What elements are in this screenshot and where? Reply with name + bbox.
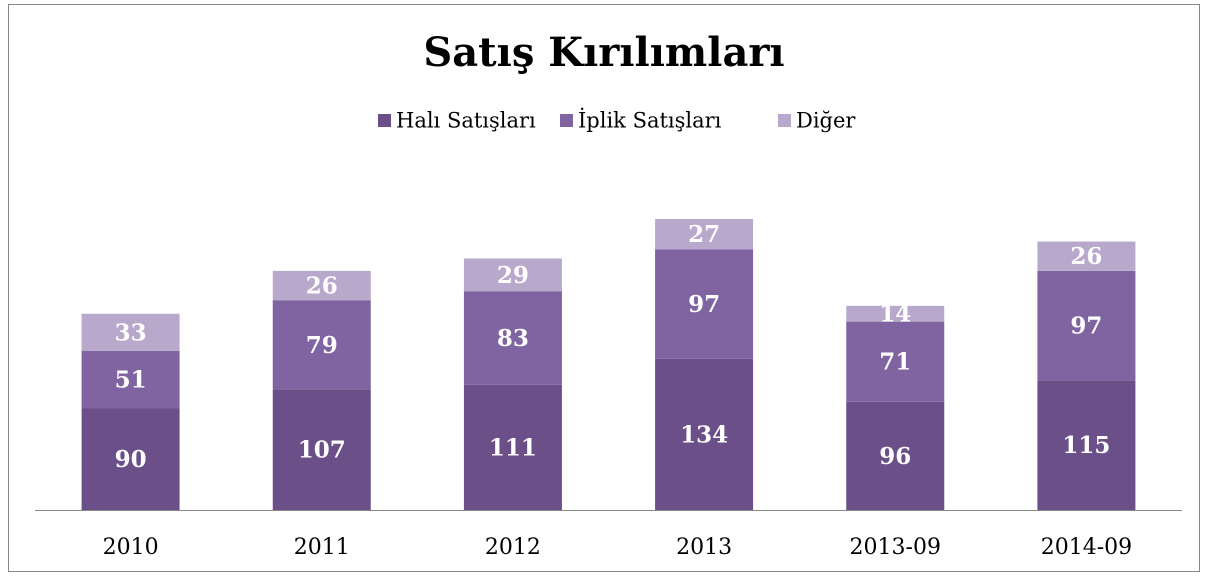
data-label: 26 bbox=[306, 273, 338, 300]
chart-border bbox=[8, 4, 1200, 572]
x-tick-label: 2011 bbox=[294, 535, 350, 560]
data-label: 107 bbox=[298, 437, 346, 464]
legend-swatch bbox=[560, 114, 573, 127]
data-label: 97 bbox=[688, 291, 720, 318]
bar-segment bbox=[272, 389, 371, 510]
bar-segment bbox=[846, 321, 945, 402]
data-label: 90 bbox=[115, 446, 147, 473]
x-tick-label: 2012 bbox=[485, 535, 541, 560]
data-label: 111 bbox=[489, 434, 537, 461]
x-tick-label: 2013 bbox=[676, 535, 732, 560]
bar-segment bbox=[463, 384, 562, 510]
x-tick-label: 2013-09 bbox=[850, 535, 941, 560]
bar-segment bbox=[81, 313, 180, 351]
data-label: 29 bbox=[497, 262, 529, 289]
data-label: 134 bbox=[680, 421, 728, 448]
data-label: 26 bbox=[1070, 243, 1102, 270]
data-label: 14 bbox=[879, 301, 911, 328]
legend-label: İplik Satışları bbox=[578, 109, 722, 133]
bar-segment bbox=[272, 270, 371, 301]
legend-label: Diğer bbox=[796, 109, 856, 133]
legend-swatch bbox=[778, 114, 791, 127]
data-label: 51 bbox=[115, 367, 147, 394]
x-tick-label: 2014-09 bbox=[1041, 535, 1132, 560]
data-label: 115 bbox=[1062, 432, 1110, 459]
bar-segment bbox=[463, 291, 562, 385]
chart-title: Satış Kırılımları bbox=[423, 29, 784, 76]
bar-segment bbox=[81, 408, 180, 510]
bar-segment bbox=[1037, 270, 1136, 381]
bar-segment bbox=[1037, 241, 1136, 271]
legend-label: Halı Satışları bbox=[396, 109, 536, 133]
bar-segment bbox=[655, 219, 754, 250]
legend-swatch bbox=[378, 114, 391, 127]
bar-segment bbox=[655, 249, 754, 359]
data-label: 96 bbox=[879, 443, 911, 470]
data-label: 27 bbox=[688, 221, 720, 248]
data-label: 97 bbox=[1070, 313, 1102, 340]
x-tick-label: 2010 bbox=[103, 535, 159, 560]
data-label: 79 bbox=[306, 332, 338, 359]
bar-segment bbox=[846, 305, 945, 322]
bar-segment bbox=[655, 358, 754, 510]
bar-segment bbox=[272, 300, 371, 390]
bar-segment bbox=[1037, 380, 1136, 510]
bar-segment bbox=[846, 401, 945, 510]
data-label: 71 bbox=[879, 349, 911, 376]
data-label: 83 bbox=[497, 325, 529, 352]
bar-segment bbox=[463, 258, 562, 292]
data-label: 33 bbox=[115, 319, 147, 346]
bar-segment bbox=[81, 350, 180, 409]
